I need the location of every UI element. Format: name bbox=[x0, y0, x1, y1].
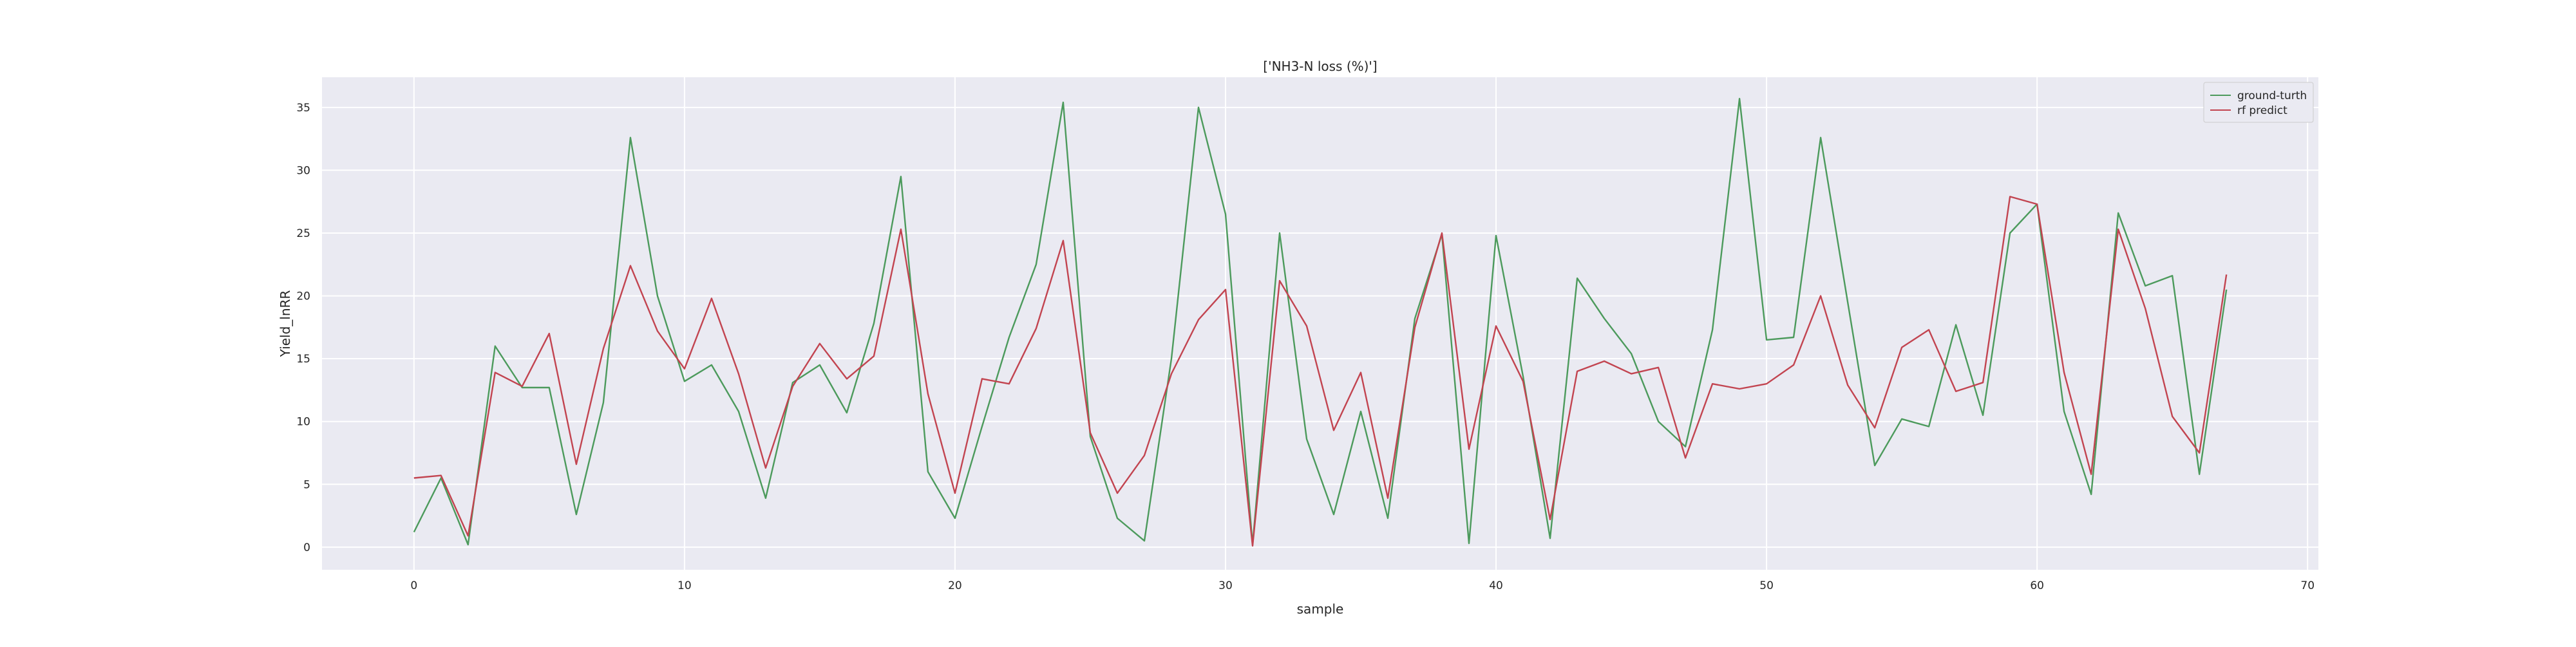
y-tick-label: 15 bbox=[296, 353, 310, 366]
x-tick-label: 20 bbox=[948, 579, 962, 592]
y-tick-label: 10 bbox=[296, 416, 310, 429]
grid-lines bbox=[322, 77, 2318, 570]
x-axis-ticks: 0 10 20 30 40 50 60 70 bbox=[410, 579, 2315, 592]
series-line-ground-turth bbox=[413, 97, 2228, 546]
x-tick-label: 60 bbox=[2030, 579, 2044, 592]
y-axis-ticks: 0 5 10 15 20 25 30 35 bbox=[296, 102, 310, 554]
series-line-rf-predict bbox=[413, 196, 2228, 547]
x-tick-label: 0 bbox=[410, 579, 417, 592]
x-tick-label: 50 bbox=[1759, 579, 1774, 592]
y-tick-label: 20 bbox=[296, 290, 310, 303]
y-tick-label: 5 bbox=[303, 478, 310, 491]
chart-title: ['NH3-N loss (%)'] bbox=[1263, 59, 1377, 74]
x-tick-label: 40 bbox=[1489, 579, 1503, 592]
legend-box bbox=[2203, 82, 2314, 123]
legend-label-ground-turth: ground-turth bbox=[2237, 89, 2307, 102]
y-tick-label: 0 bbox=[303, 541, 310, 554]
y-tick-label: 30 bbox=[296, 164, 310, 177]
legend-label-rf-predict: rf predict bbox=[2237, 104, 2287, 117]
x-tick-label: 10 bbox=[677, 579, 692, 592]
series-lines bbox=[413, 97, 2228, 547]
x-axis-label: sample bbox=[1297, 601, 1344, 617]
plot-area bbox=[322, 77, 2318, 570]
y-tick-label: 25 bbox=[296, 227, 310, 240]
y-tick-label: 35 bbox=[296, 102, 310, 115]
x-tick-label: 70 bbox=[2300, 579, 2315, 592]
x-tick-label: 30 bbox=[1218, 579, 1233, 592]
y-axis-label: Yield_lnRR bbox=[278, 290, 293, 358]
chart-legend: ground-turth rf predict bbox=[2203, 82, 2314, 123]
